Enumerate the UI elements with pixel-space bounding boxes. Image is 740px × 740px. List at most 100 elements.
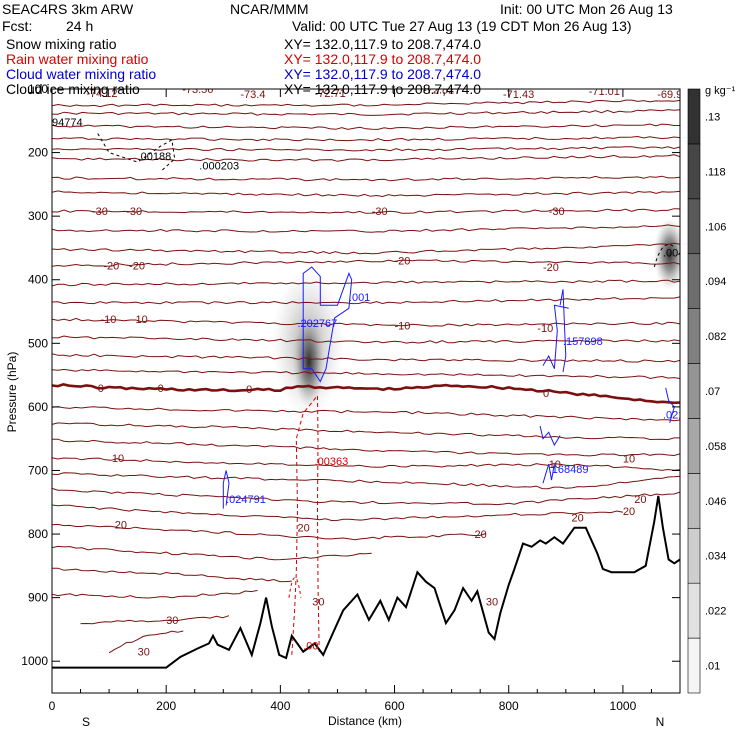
isotherm-label: -74.12 [86,88,117,100]
isotherm-label: -20 [103,261,119,273]
colorbar-label: .034 [705,551,726,563]
y-tick-label: 900 [28,591,48,605]
isotherm-line [52,296,680,305]
isotherm-line [52,242,680,255]
isotherm-line [52,317,680,327]
isotherm-label: -71.01 [589,86,620,98]
snow-contour [653,244,675,268]
isotherm-label: 30 [138,647,150,659]
maximum-label: .168489 [549,464,589,476]
x-endpoint-right: N [656,715,665,729]
isotherm-label: -73.56 [182,84,213,96]
maximum-label: .0041 [663,247,691,259]
colorbar-label: .058 [705,441,726,453]
field-coordinates: XY= 132.0,117.9 to 208.7,474.0 [284,81,482,97]
isotherm-line [52,567,292,583]
isotherm-line [52,406,680,422]
isotherm-label: -73.4 [240,89,265,101]
isotherm-line [80,615,230,625]
isotherm-label: -20 [129,261,145,273]
colorbar-swatch [687,527,701,584]
colorbar-label: .046 [705,496,726,508]
x-axis-label: Distance (km) [328,714,402,728]
colorbar-label: .07 [705,386,720,398]
isotherm-line [52,523,487,541]
field-coordinates: XY= 132.0,117.9 to 208.7,474.0 [284,66,482,82]
isotherm-label: 20 [634,494,646,506]
isotherm-line [52,487,680,506]
x-tick-label: 600 [385,699,405,713]
colorbar-label: .01 [705,661,720,673]
colorbar-swatch [687,88,701,145]
cloud-water-contour [542,304,569,369]
isotherm-line [52,135,680,142]
field-name: Cloud ice mixing ratio [6,81,140,97]
field-coordinates: XY= 132.0,117.9 to 208.7,474.0 [284,36,482,52]
field-coordinates: XY= 132.0,117.9 to 208.7,474.0 [284,51,482,67]
shading-blob-main-core [292,316,325,409]
isotherm-line [52,368,680,380]
cloud-water-contour [302,266,353,383]
y-tick-label: 400 [28,273,48,287]
colorbar-swatch [687,473,701,529]
isotherm-line [52,457,680,471]
isotherm-line [52,259,680,267]
colorbar-label: .082 [705,331,726,343]
isotherm-label: -71.43 [503,89,534,101]
plot-area: -74.12 -73.56 -73.4 -72.71 -72.82 -71.43 -71.0… [52,84,691,669]
isotherm-line [52,146,680,152]
isotherm-label: 30 [312,596,324,608]
maximum-label: .001 [349,292,370,304]
isotherm-line [52,224,680,233]
isotherm-label: 20 [298,523,310,535]
y-tick-label: 600 [28,400,48,414]
snow-ice-shading [271,218,680,419]
colorbar-label: .094 [705,276,726,288]
isotherm-label: -20 [395,256,411,268]
isotherm-label: -30 [549,206,565,218]
snow-contours [97,133,675,268]
isotherm-line [52,99,680,108]
isotherm-line [52,279,680,287]
isotherm-line [52,353,680,363]
maximum-label: .0213 [663,410,691,422]
isotherm-line [52,175,680,182]
colorbar-unit: g kg⁻¹ [705,85,736,97]
x-tick-label: 800 [499,699,519,713]
y-tick-label: 200 [28,146,48,160]
colorbar-swatch [687,418,701,474]
isotherm-line [52,335,680,344]
isotherm-label: -10 [132,314,148,326]
x-tick-label: 0 [49,699,56,713]
terrain-profile-line [52,495,680,669]
colorbar: .01 .022 .034 .046 .058 .07 .082 .094 .106 .118 .1… [687,88,726,694]
x-tick-label: 400 [270,699,290,713]
freezing-level-line [52,383,680,405]
isotherm-line [52,504,624,522]
colorbar-swatch [687,582,701,639]
maximum-label: 94774 [52,117,83,129]
isotherm-line [52,208,680,214]
isotherm-labels: -74.12 -73.56 -73.4 -72.71 -72.82 -71.43 -71.0… [86,84,680,659]
colorbar-swatch [687,253,701,309]
maximum-label: .00363 [315,456,349,468]
colorbar-label: .118 [705,166,726,178]
maximum-label: .157898 [563,336,603,348]
cloud-water-contour [222,470,230,509]
isotherm-label: 30 [486,596,498,608]
isotherm-label: 20 [475,529,487,541]
x-tick-label: 1000 [610,699,637,713]
cloud-water-contour [539,425,561,447]
y-tick-label: 700 [28,463,48,477]
colorbar-swatch [687,308,701,364]
isotherm-label: 0 [98,383,104,395]
y-axis-label: Pressure (hPa) [5,352,19,433]
colorbar-swatch [687,637,701,694]
maximum-label: .202767 [298,318,338,330]
colorbar-label: .106 [705,221,726,233]
isotherm-label: 10 [112,453,124,465]
colorbar-label: .13 [705,112,720,124]
isotherm-label: 20 [623,506,635,518]
isotherm-label: 0 [158,383,164,395]
isotherm-line [52,472,680,490]
